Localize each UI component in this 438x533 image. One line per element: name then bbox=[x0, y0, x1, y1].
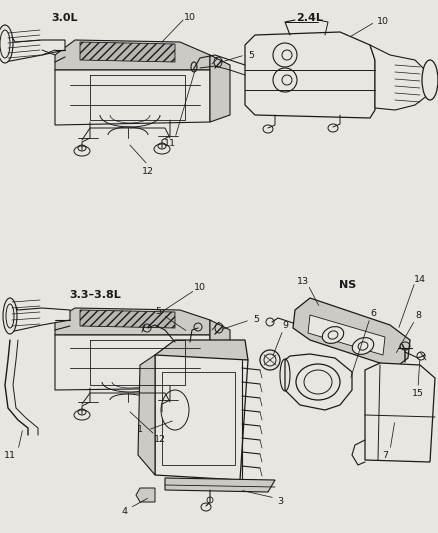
Text: 2.4L: 2.4L bbox=[297, 13, 323, 23]
Ellipse shape bbox=[422, 60, 438, 100]
Polygon shape bbox=[210, 55, 230, 122]
Polygon shape bbox=[136, 488, 155, 502]
Ellipse shape bbox=[161, 390, 189, 430]
Polygon shape bbox=[55, 40, 210, 70]
Text: 6: 6 bbox=[370, 309, 376, 318]
Text: 3: 3 bbox=[277, 497, 283, 505]
Text: 4: 4 bbox=[122, 506, 128, 515]
Polygon shape bbox=[210, 320, 230, 388]
Text: 11: 11 bbox=[164, 139, 176, 148]
Ellipse shape bbox=[154, 408, 170, 418]
Ellipse shape bbox=[74, 146, 90, 156]
Text: 3.3–3.8L: 3.3–3.8L bbox=[69, 290, 121, 300]
Ellipse shape bbox=[273, 68, 297, 92]
Polygon shape bbox=[55, 70, 210, 125]
Text: 3.0L: 3.0L bbox=[52, 13, 78, 23]
Text: 13: 13 bbox=[297, 278, 309, 287]
Text: 5: 5 bbox=[253, 316, 259, 325]
Text: 9: 9 bbox=[282, 320, 288, 329]
Polygon shape bbox=[55, 308, 210, 335]
Polygon shape bbox=[365, 363, 435, 462]
Polygon shape bbox=[10, 298, 70, 332]
Text: 5: 5 bbox=[155, 308, 161, 317]
Ellipse shape bbox=[260, 350, 280, 370]
Ellipse shape bbox=[296, 364, 340, 400]
Ellipse shape bbox=[352, 337, 374, 354]
Polygon shape bbox=[80, 310, 175, 328]
Text: 12: 12 bbox=[142, 166, 154, 175]
Polygon shape bbox=[155, 340, 248, 365]
Polygon shape bbox=[138, 355, 155, 475]
Polygon shape bbox=[285, 354, 352, 410]
Text: NS: NS bbox=[339, 280, 357, 290]
Text: 10: 10 bbox=[194, 284, 206, 293]
Ellipse shape bbox=[154, 144, 170, 154]
Ellipse shape bbox=[74, 410, 90, 420]
Text: 1: 1 bbox=[137, 425, 143, 434]
Polygon shape bbox=[5, 25, 65, 62]
Ellipse shape bbox=[3, 298, 17, 334]
Text: 14: 14 bbox=[414, 274, 426, 284]
Text: 8: 8 bbox=[415, 311, 421, 319]
Polygon shape bbox=[293, 298, 410, 368]
Polygon shape bbox=[308, 315, 385, 355]
Text: 12: 12 bbox=[154, 435, 166, 445]
Polygon shape bbox=[80, 42, 175, 62]
Polygon shape bbox=[370, 45, 430, 110]
Text: 7: 7 bbox=[382, 451, 388, 461]
Ellipse shape bbox=[273, 43, 297, 67]
Polygon shape bbox=[165, 478, 275, 492]
Text: 11: 11 bbox=[4, 450, 16, 459]
Text: 15: 15 bbox=[412, 389, 424, 398]
Text: 10: 10 bbox=[377, 18, 389, 27]
Text: 10: 10 bbox=[184, 13, 196, 22]
Polygon shape bbox=[155, 355, 248, 480]
Ellipse shape bbox=[322, 327, 344, 343]
Polygon shape bbox=[162, 372, 235, 465]
Ellipse shape bbox=[0, 25, 13, 63]
Polygon shape bbox=[55, 335, 210, 390]
Text: 5: 5 bbox=[248, 51, 254, 60]
Polygon shape bbox=[245, 32, 375, 118]
